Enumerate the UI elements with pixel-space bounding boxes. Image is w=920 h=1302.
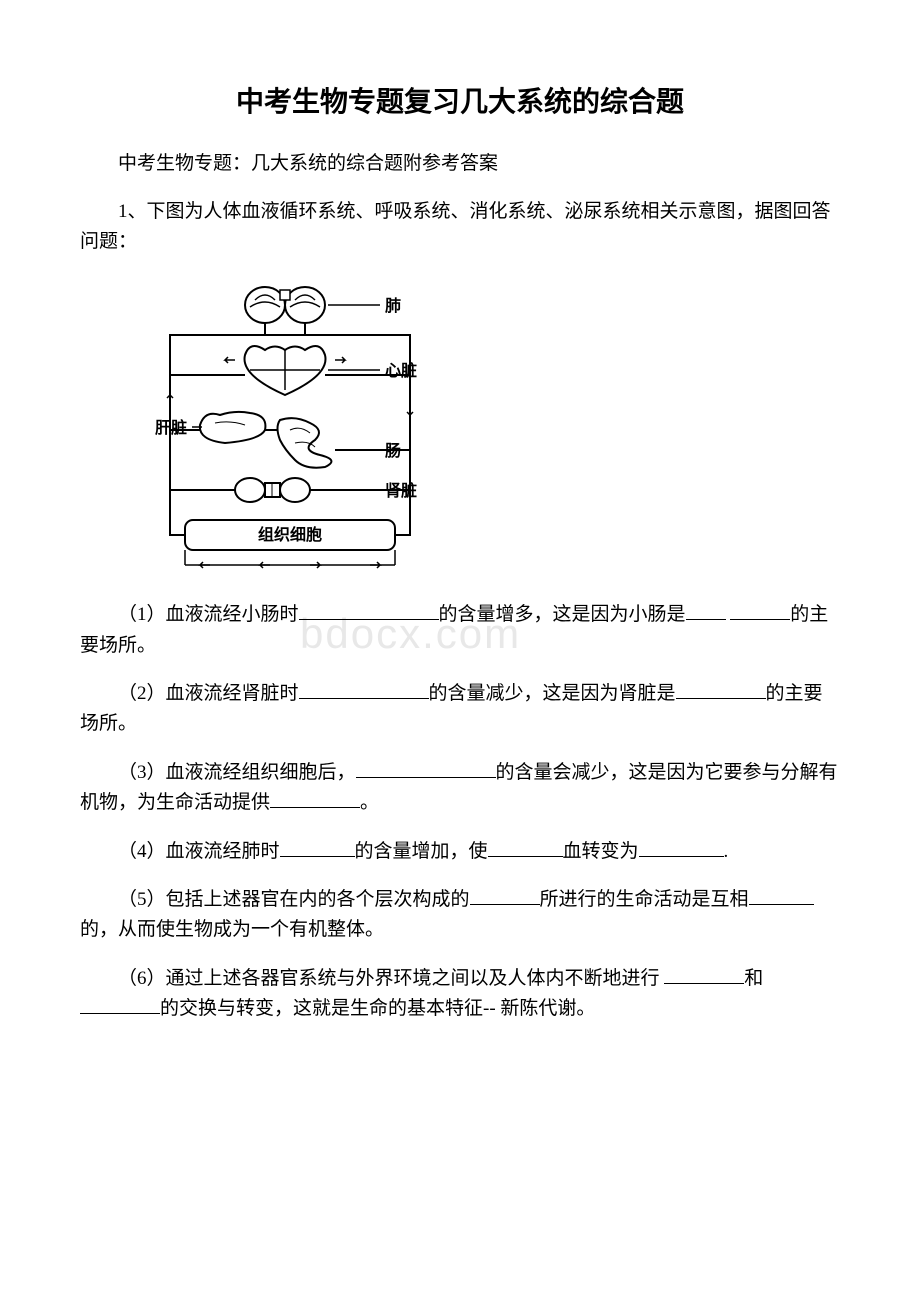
- q4-text-1: （4）血液流经肺时: [118, 841, 280, 862]
- q4-text-2: 的含量增加，使: [355, 841, 488, 862]
- q5-text-1: （5）包括上述器官在内的各个层次构成的: [118, 889, 470, 910]
- q5-text-2: 所进行的生命活动是互相: [540, 889, 749, 910]
- q1-blank-1: [299, 619, 439, 620]
- svg-text:心脏: 心脏: [385, 361, 417, 380]
- circulation-diagram: 组织细胞 肺 心脏 肝脏: [150, 275, 470, 575]
- page-title: 中考生物专题复习几大系统的综合题: [80, 80, 840, 120]
- q4-blank-1: [280, 856, 355, 857]
- q3-text-1: （3）血液流经组织细胞后，: [118, 762, 356, 783]
- q6-text-2: 和: [744, 968, 763, 989]
- q2-blank-2: [676, 698, 766, 699]
- q4-text-4: .: [724, 841, 729, 862]
- q5-text-3: 的，从而使生物成为一个有机整体。: [80, 919, 384, 940]
- diagram-svg: 组织细胞 肺 心脏 肝脏: [150, 275, 470, 575]
- question-4: （4）血液流经肺时 的含量增加，使 血转变为.: [80, 837, 840, 867]
- q1-text-1: （1）血液流经小肠时: [118, 604, 299, 625]
- q2-blank-1: [299, 698, 429, 699]
- q3-blank-1: [356, 777, 496, 778]
- q5-blank-2: [749, 904, 814, 905]
- q6-text-1: （6）通过上述各器官系统与外界环境之间以及人体内不断地进行: [118, 968, 660, 989]
- q2-text-1: （2）血液流经肾脏时: [118, 683, 299, 704]
- question-1: （1）血液流经小肠时的含量增多，这是因为小肠是 的主要场所。: [80, 600, 840, 661]
- q5-blank-1: [470, 904, 540, 905]
- q1-blank-2: [686, 619, 726, 620]
- question-3: （3）血液流经组织细胞后，的含量会减少，这是因为它要参与分解有机物，为生命活动提…: [80, 758, 840, 819]
- q6-blank-2: [80, 1013, 160, 1014]
- question-6: （6）通过上述各器官系统与外界环境之间以及人体内不断地进行 和的交换与转变，这就…: [80, 964, 840, 1025]
- q6-blank-1: [664, 983, 744, 984]
- question-5: （5）包括上述器官在内的各个层次构成的 所进行的生命活动是互相的，从而使生物成为一…: [80, 885, 840, 946]
- q2-text-2: 的含量减少，这是因为肾脏是: [429, 683, 676, 704]
- svg-text:肺: 肺: [385, 296, 401, 315]
- intro-text: 1、下图为人体血液循环系统、呼吸系统、消化系统、泌尿系统相关示意图，据图回答问题…: [80, 197, 840, 258]
- q1-blank-3: [730, 619, 790, 620]
- subtitle-text: 中考生物专题：几大系统的综合题附参考答案: [80, 150, 840, 179]
- q4-blank-2: [488, 856, 563, 857]
- question-2: （2）血液流经肾脏时的含量减少，这是因为肾脏是的主要场所。: [80, 679, 840, 740]
- q1-text-2: 的含量增多，这是因为小肠是: [439, 604, 686, 625]
- q4-text-3: 血转变为: [563, 841, 639, 862]
- svg-text:组织细胞: 组织细胞: [258, 525, 322, 544]
- q3-blank-2: [270, 807, 360, 808]
- q3-text-3: 。: [360, 792, 379, 813]
- svg-text:肝脏: 肝脏: [155, 418, 187, 437]
- q4-blank-3: [639, 856, 724, 857]
- q6-text-3: 的交换与转变，这就是生命的基本特征-- 新陈代谢。: [160, 998, 595, 1019]
